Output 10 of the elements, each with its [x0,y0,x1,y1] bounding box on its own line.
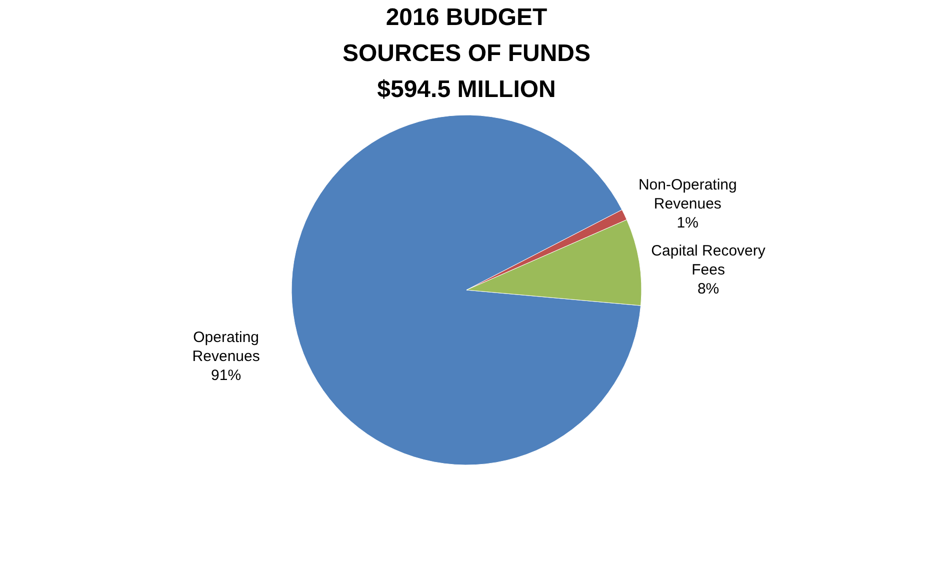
data-label: 1% [676,214,698,232]
data-label: 8% [697,280,720,298]
slice-label: Operating Revenues [192,329,260,366]
pie-slice [292,115,642,466]
slice-label: Capital Recovery Fees [651,242,766,278]
text: $594.5 MILLION [377,76,556,103]
text: SOURCES OF FUNDS [342,40,591,67]
text: 2016 BUDGET [386,4,548,31]
slice-label: Non-Operating Revenues [638,176,737,213]
data-label: 91% [211,367,242,384]
